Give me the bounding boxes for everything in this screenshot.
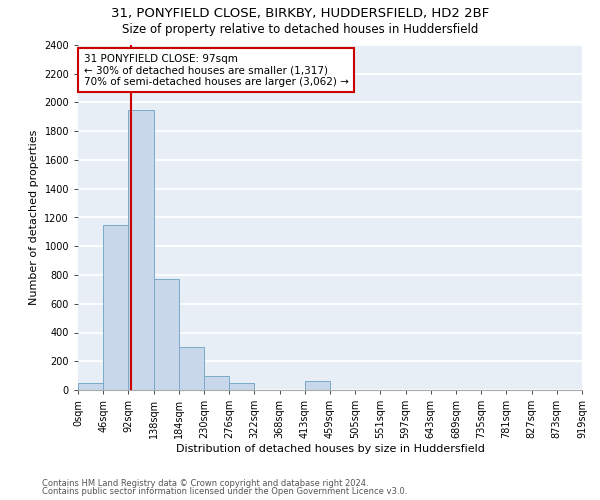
Bar [103, 224, 128, 390]
Text: Size of property relative to detached houses in Huddersfield: Size of property relative to detached ho… [122, 22, 478, 36]
Text: 31, PONYFIELD CLOSE, BIRKBY, HUDDERSFIELD, HD2 2BF: 31, PONYFIELD CLOSE, BIRKBY, HUDDERSFIEL… [111, 8, 489, 20]
Text: 31 PONYFIELD CLOSE: 97sqm
← 30% of detached houses are smaller (1,317)
70% of se: 31 PONYFIELD CLOSE: 97sqm ← 30% of detac… [83, 54, 349, 87]
X-axis label: Distribution of detached houses by size in Huddersfield: Distribution of detached houses by size … [176, 444, 484, 454]
Bar [229, 383, 254, 390]
Bar [128, 110, 154, 390]
Bar [78, 383, 103, 390]
Bar [179, 347, 204, 390]
Text: Contains HM Land Registry data © Crown copyright and database right 2024.: Contains HM Land Registry data © Crown c… [42, 478, 368, 488]
Bar [305, 382, 330, 390]
Y-axis label: Number of detached properties: Number of detached properties [29, 130, 38, 305]
Text: Contains public sector information licensed under the Open Government Licence v3: Contains public sector information licen… [42, 487, 407, 496]
Bar [154, 278, 179, 390]
Bar [204, 376, 229, 390]
